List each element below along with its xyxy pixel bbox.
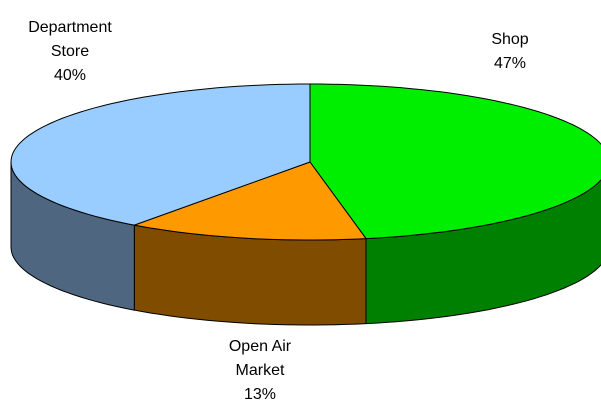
category-label: Department Store: [28, 19, 112, 60]
slice-label: Shop 47%: [455, 28, 565, 76]
slice-label: Open Air Market 13%: [215, 335, 305, 407]
slice: [10, 83, 311, 226]
category-label: Open Air Market: [228, 338, 292, 379]
value-label: 40%: [53, 67, 87, 84]
slice: [309, 83, 601, 240]
slice-label: Department Store 40%: [20, 16, 120, 88]
value-label: 47%: [493, 55, 527, 72]
slice: [132, 161, 367, 241]
value-label: 13%: [243, 386, 277, 403]
category-label: Shop: [491, 31, 529, 48]
